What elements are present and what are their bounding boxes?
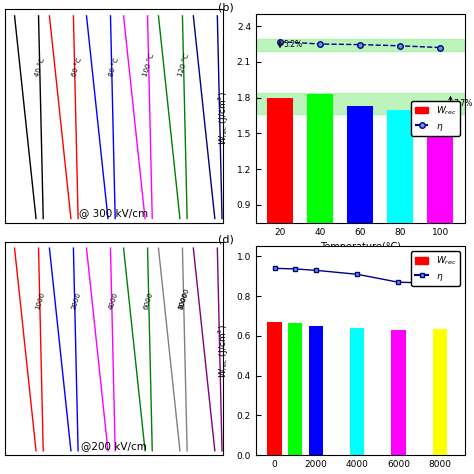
Bar bbox=[387, 109, 413, 312]
Bar bbox=[309, 326, 323, 455]
Bar bbox=[432, 328, 447, 455]
Bar bbox=[267, 322, 282, 455]
Bar bbox=[307, 94, 333, 312]
Text: @ 300 kV/cm: @ 300 kV/cm bbox=[79, 209, 148, 219]
Legend: $W_{rec}$, $\eta$: $W_{rec}$, $\eta$ bbox=[411, 101, 460, 136]
Bar bbox=[347, 106, 374, 312]
Text: @200 kV/cm: @200 kV/cm bbox=[81, 441, 146, 451]
Bar bbox=[391, 330, 406, 455]
Text: 40 °C: 40 °C bbox=[34, 57, 46, 78]
Text: (d): (d) bbox=[219, 235, 234, 245]
Bar bbox=[256, 39, 465, 51]
Bar bbox=[350, 328, 365, 455]
Text: 60 °C: 60 °C bbox=[71, 57, 82, 78]
Legend: $W_{rec}$, $\eta$: $W_{rec}$, $\eta$ bbox=[411, 251, 460, 286]
Text: 7.7%: 7.7% bbox=[454, 99, 473, 108]
Text: 120 °C: 120 °C bbox=[177, 53, 190, 78]
Text: 6000: 6000 bbox=[143, 291, 154, 310]
Bar bbox=[288, 323, 302, 455]
Text: 10000: 10000 bbox=[177, 287, 190, 310]
X-axis label: Temperature(°C): Temperature(°C) bbox=[320, 242, 401, 252]
Text: 8000: 8000 bbox=[178, 291, 189, 310]
Text: 80 °C: 80 °C bbox=[108, 57, 119, 78]
Text: 4000: 4000 bbox=[108, 291, 119, 310]
Bar bbox=[256, 93, 465, 114]
Text: 100 °C: 100 °C bbox=[142, 53, 155, 78]
Text: (b): (b) bbox=[219, 2, 234, 12]
Bar bbox=[267, 98, 293, 312]
Text: 5.2%: 5.2% bbox=[283, 40, 302, 49]
Bar bbox=[428, 106, 454, 312]
Y-axis label: $W_{rec}$ (J/cm$^3$): $W_{rec}$ (J/cm$^3$) bbox=[217, 91, 231, 146]
Y-axis label: $W_{rec}$ (J/cm$^3$): $W_{rec}$ (J/cm$^3$) bbox=[217, 324, 231, 378]
Text: 2000: 2000 bbox=[71, 291, 82, 310]
Text: 1000: 1000 bbox=[34, 291, 45, 310]
